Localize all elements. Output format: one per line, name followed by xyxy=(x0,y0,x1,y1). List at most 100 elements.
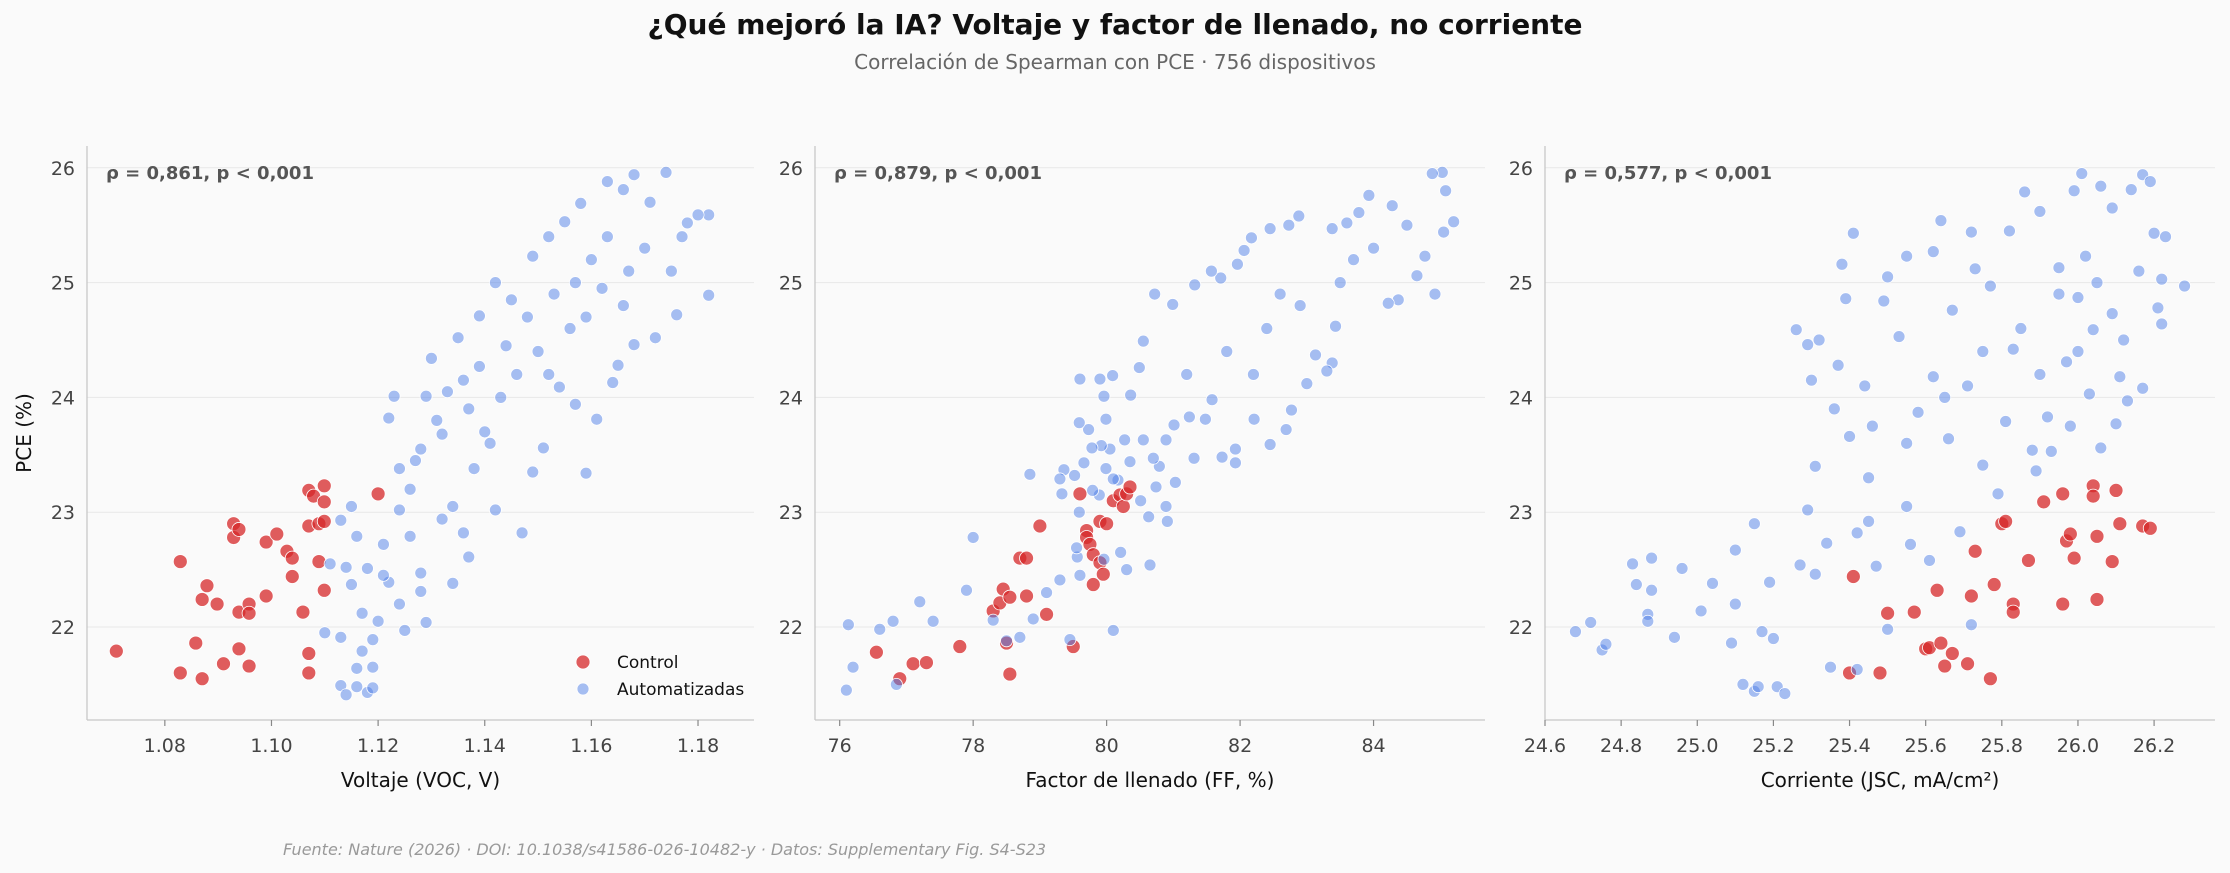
data-point-automatizadas xyxy=(1599,637,1613,651)
data-point-automatizadas xyxy=(526,465,540,479)
data-point-control xyxy=(172,665,188,681)
data-point-automatizadas xyxy=(1215,450,1229,464)
data-point-control xyxy=(194,671,210,687)
data-point-automatizadas xyxy=(638,241,652,255)
data-point-automatizadas xyxy=(1180,368,1194,381)
data-point-control xyxy=(316,494,332,510)
data-point-automatizadas xyxy=(1013,630,1027,644)
data-point-automatizadas xyxy=(2143,175,2157,188)
data-point-control xyxy=(1115,499,1131,514)
x-tick-label: 1.14 xyxy=(464,735,506,757)
data-point-automatizadas xyxy=(913,595,927,609)
series-control xyxy=(1842,478,2158,687)
data-point-automatizadas xyxy=(1808,567,1822,581)
data-point-automatizadas xyxy=(1964,225,1978,239)
data-point-automatizadas xyxy=(1976,345,1990,358)
data-point-automatizadas xyxy=(702,208,716,222)
data-point-automatizadas xyxy=(1166,298,1180,311)
data-point-control xyxy=(216,656,231,672)
y-tick-label: 25 xyxy=(1509,273,1533,295)
data-point-automatizadas xyxy=(986,613,1000,627)
data-point-automatizadas xyxy=(1053,573,1067,587)
x-tick-label: 84 xyxy=(1361,735,1385,757)
y-tick-label: 25 xyxy=(779,273,803,295)
data-point-automatizadas xyxy=(1292,209,1306,223)
data-point-automatizadas xyxy=(563,322,577,335)
correlation-annotation: ρ = 0,861, p < 0,001 xyxy=(106,163,314,184)
data-point-control xyxy=(2104,554,2120,569)
data-point-automatizadas xyxy=(1245,231,1258,245)
y-tick-label: 26 xyxy=(779,158,803,180)
data-point-automatizadas xyxy=(526,249,540,263)
y-tick-label: 23 xyxy=(51,502,75,524)
data-point-control xyxy=(1880,605,1896,621)
data-point-automatizadas xyxy=(675,230,689,244)
data-point-automatizadas xyxy=(451,331,465,345)
data-point-automatizadas xyxy=(2147,226,2161,240)
data-point-control xyxy=(188,635,204,651)
data-point-automatizadas xyxy=(1106,624,1120,637)
data-point-automatizadas xyxy=(510,368,524,381)
data-point-automatizadas xyxy=(1063,633,1077,647)
data-point-automatizadas xyxy=(1843,430,1856,443)
y-tick-label: 22 xyxy=(1509,617,1533,639)
data-point-automatizadas xyxy=(1808,459,1822,473)
data-point-control xyxy=(231,641,247,657)
data-point-automatizadas xyxy=(1812,333,1826,347)
y-tick-label: 24 xyxy=(51,387,75,409)
data-point-automatizadas xyxy=(1187,451,1201,465)
data-point-automatizadas xyxy=(680,216,694,230)
data-point-automatizadas xyxy=(1205,393,1219,407)
data-point-automatizadas xyxy=(926,614,940,628)
y-tick-label: 26 xyxy=(51,158,75,180)
data-point-automatizadas xyxy=(1706,576,1719,590)
data-point-automatizadas xyxy=(2082,387,2096,401)
data-point-automatizadas xyxy=(568,397,582,411)
data-point-automatizadas xyxy=(590,412,604,426)
data-point-automatizadas xyxy=(890,678,903,691)
data-point-automatizadas xyxy=(473,309,486,323)
data-point-automatizadas xyxy=(622,264,636,278)
data-point-automatizadas xyxy=(841,618,855,632)
data-point-automatizadas xyxy=(1827,402,1841,416)
data-point-automatizadas xyxy=(1309,348,1322,362)
data-point-automatizadas xyxy=(393,597,406,611)
correlation-annotation: ρ = 0,577, p < 0,001 xyxy=(1564,163,1772,184)
data-point-automatizadas xyxy=(1675,562,1689,575)
data-point-automatizadas xyxy=(2109,417,2123,431)
data-point-automatizadas xyxy=(489,503,502,517)
data-point-automatizadas xyxy=(1835,257,1849,271)
data-point-control xyxy=(2005,604,2021,620)
source-footer: Fuente: Nature (2026) · DOI: 10.1038/s41… xyxy=(283,840,1047,859)
data-point-automatizadas xyxy=(2105,307,2119,321)
data-point-automatizadas xyxy=(1751,680,1765,694)
data-point-automatizadas xyxy=(2071,345,2085,358)
data-point-automatizadas xyxy=(1136,334,1150,348)
data-point-automatizadas xyxy=(966,531,980,544)
data-point-automatizadas xyxy=(393,462,406,475)
x-tick-label: 25.2 xyxy=(1752,735,1794,757)
data-point-automatizadas xyxy=(462,402,476,416)
data-point-automatizadas xyxy=(2155,317,2169,331)
data-point-automatizadas xyxy=(355,644,369,658)
x-tick-label: 26.0 xyxy=(2057,735,2099,757)
data-point-automatizadas xyxy=(2033,205,2047,218)
data-point-control xyxy=(301,665,317,681)
data-point-automatizadas xyxy=(1106,369,1120,383)
data-point-automatizadas xyxy=(1439,184,1453,198)
data-point-automatizadas xyxy=(1237,244,1251,257)
data-point-automatizadas xyxy=(1911,405,1925,419)
data-point-automatizadas xyxy=(1938,391,1952,404)
data-point-automatizadas xyxy=(600,230,614,244)
data-point-control xyxy=(1019,588,1034,604)
data-point-automatizadas xyxy=(1934,214,1948,228)
x-axis-label: Voltaje (VOC, V) xyxy=(341,768,500,792)
correlation-annotation: ρ = 0,879, p < 0,001 xyxy=(834,163,1042,184)
x-tick-label: 1.16 xyxy=(570,735,612,757)
data-point-automatizadas xyxy=(1229,456,1242,470)
data-point-automatizadas xyxy=(2086,323,2100,337)
data-point-automatizadas xyxy=(435,427,449,441)
data-point-automatizadas xyxy=(1167,418,1181,432)
data-point-automatizadas xyxy=(350,529,364,543)
data-point-control xyxy=(1072,486,1088,502)
